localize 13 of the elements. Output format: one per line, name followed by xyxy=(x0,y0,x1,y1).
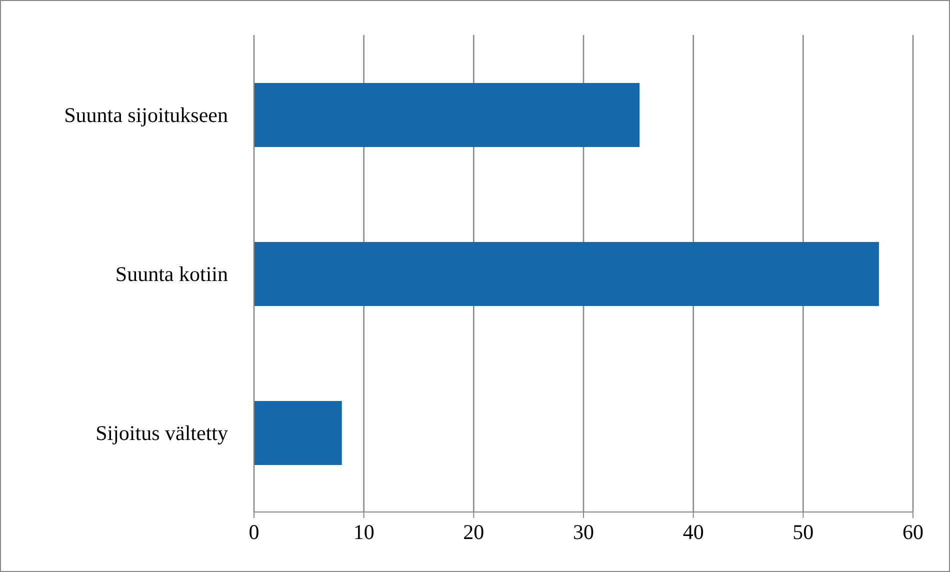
x-tick-label: 10 xyxy=(353,520,374,544)
bar xyxy=(254,401,342,465)
x-tick-label: 0 xyxy=(248,520,260,544)
x-tick-label: 40 xyxy=(682,520,704,544)
y-tick-label: Suunta kotiin xyxy=(115,262,228,286)
x-tick-label: 20 xyxy=(463,520,484,544)
x-tick-label: 50 xyxy=(792,520,814,544)
bar xyxy=(254,242,879,306)
x-tick-label: 60 xyxy=(902,520,924,544)
bar xyxy=(254,83,640,147)
y-tick-label: Suunta sijoitukseen xyxy=(64,102,228,127)
y-tick-label: Sijoitus vältetty xyxy=(96,420,228,445)
x-tick-label: 30 xyxy=(573,520,594,544)
